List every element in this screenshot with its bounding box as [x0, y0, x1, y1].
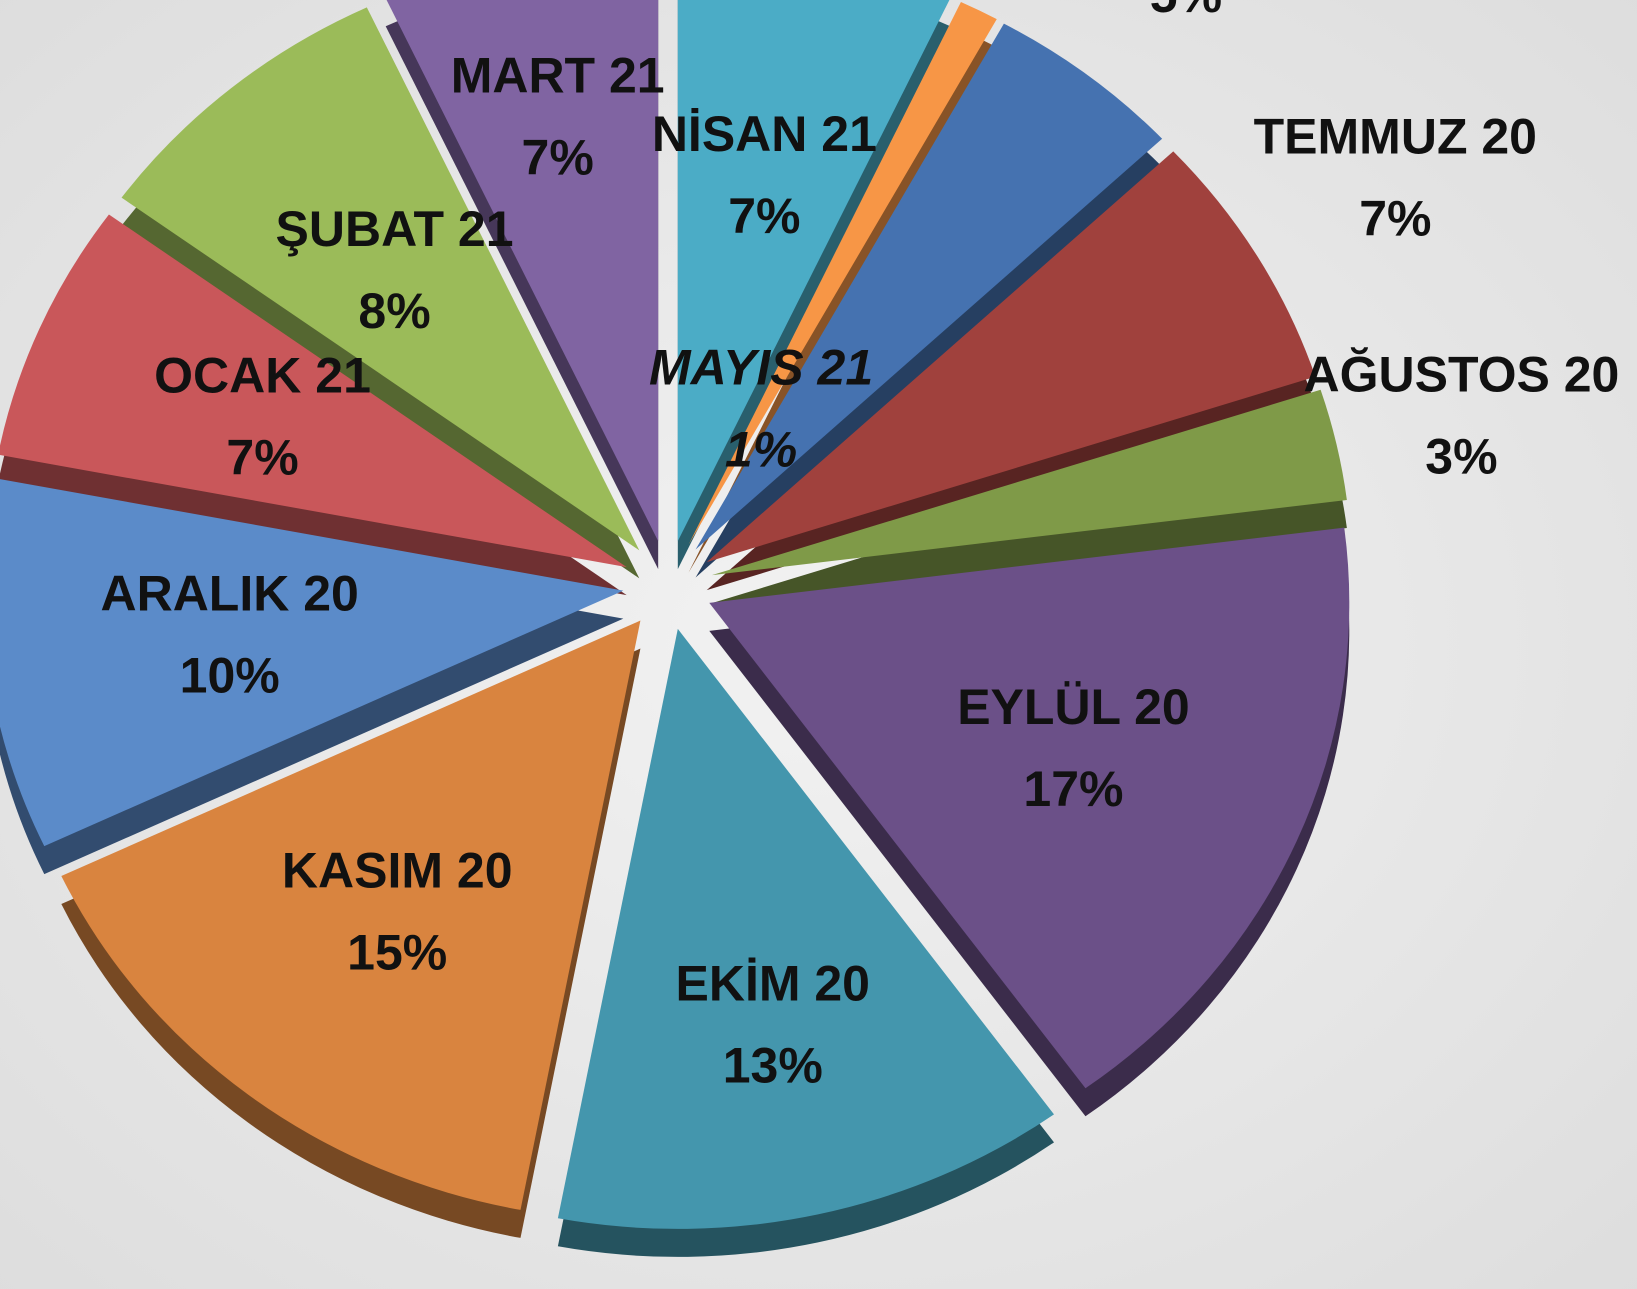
slice	[0, 479, 624, 847]
category-label: MAYIS 21	[649, 339, 873, 395]
slice	[677, 0, 950, 542]
value-label: 5%	[1150, 0, 1222, 23]
slices	[0, 0, 1350, 1257]
labels: NİSAN 217%MAYIS 211%HAZİRAN 205%TEMMUZ 2…	[100, 0, 1619, 1093]
category-label: EKİM 20	[675, 955, 870, 1011]
value-label: 10%	[180, 647, 280, 703]
value-label: 15%	[347, 925, 447, 981]
slice	[706, 151, 1316, 563]
value-label: 7%	[226, 430, 298, 486]
value-label: 7%	[1359, 191, 1431, 247]
slice	[121, 7, 640, 551]
category-label: TEMMUZ 20	[1254, 109, 1537, 165]
value-label: 7%	[522, 130, 594, 186]
category-label: EYLÜL 20	[957, 679, 1190, 735]
slice	[557, 628, 1054, 1229]
value-label: 1%	[725, 421, 797, 477]
category-label: NİSAN 21	[652, 106, 877, 162]
category-label: ŞUBAT 21	[276, 201, 514, 257]
slice	[688, 2, 997, 545]
slice	[386, 0, 659, 542]
slice	[695, 23, 1163, 550]
category-label: MART 21	[451, 48, 665, 104]
category-label: KASIM 20	[282, 843, 513, 899]
category-label: OCAK 21	[154, 348, 371, 404]
category-label: AĞUSTOS 20	[1303, 346, 1619, 402]
value-label: 13%	[723, 1037, 823, 1093]
slice	[711, 389, 1347, 576]
value-label: 8%	[358, 283, 430, 339]
slice	[0, 214, 627, 568]
value-label: 17%	[1023, 761, 1123, 817]
value-label: 3%	[1425, 428, 1497, 484]
category-label: ARALIK 20	[100, 565, 358, 621]
value-label: 7%	[728, 188, 800, 244]
slice	[709, 527, 1350, 1089]
slice	[61, 620, 641, 1210]
